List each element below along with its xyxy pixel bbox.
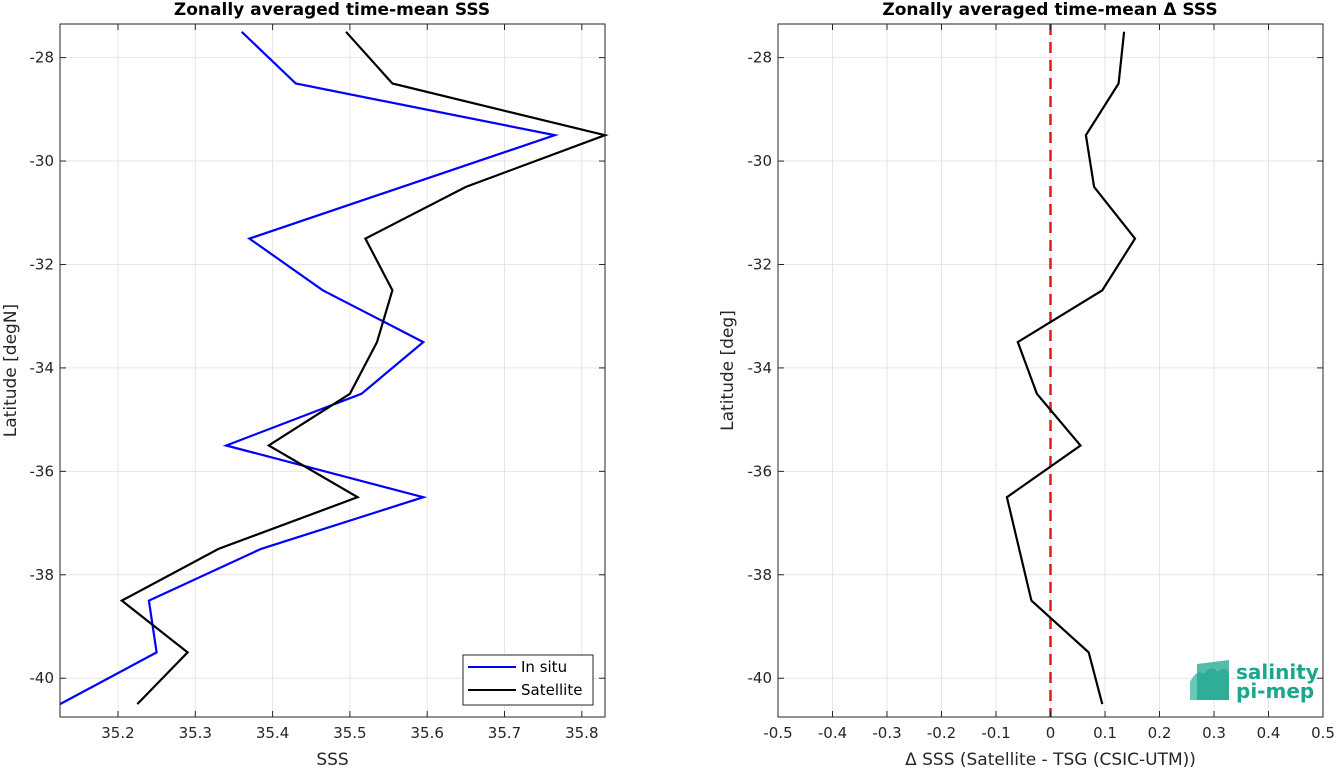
x-tick-label: 35.8 <box>565 724 598 742</box>
y-axis-label: Latitude [degN] <box>1 304 21 437</box>
x-tick-label: -0.1 <box>981 724 1010 742</box>
logo-cube-mark <box>1197 660 1229 700</box>
x-tick-label: 35.7 <box>488 724 521 742</box>
y-tick-label: -30 <box>748 152 773 170</box>
x-tick-label: 0 <box>1046 724 1056 742</box>
salinity-pi-mep-logo: salinity pi-mep <box>1190 660 1319 703</box>
x-tick-label: -0.3 <box>872 724 901 742</box>
x-tick-label: 35.5 <box>333 724 366 742</box>
legend: In situ Satellite <box>462 654 594 706</box>
series-line-satellite <box>119 31 609 705</box>
legend-box <box>462 654 594 706</box>
x-tick-label: -0.2 <box>927 724 956 742</box>
x-tick-label: 0.1 <box>1093 724 1117 742</box>
y-tick-label: -28 <box>30 49 55 67</box>
y-tick-label: -40 <box>30 669 55 687</box>
chart-title: Zonally averaged time-mean SSS <box>174 0 490 20</box>
y-tick-label: -34 <box>748 359 773 377</box>
y-axis-label: Latitude [deg] <box>718 310 738 431</box>
logo-text-salinity: salinity <box>1236 660 1319 684</box>
y-tick-label: -38 <box>30 566 55 584</box>
legend-label-satellite: Satellite <box>521 681 582 699</box>
sss-panel: 35.2 35.3 35.4 35.5 35.6 35.7 35.8 -28 -30 -32 -34… <box>1 0 609 769</box>
x-tick-label: 35.4 <box>256 724 289 742</box>
y-tick-label: -40 <box>748 669 773 687</box>
x-axis-label: Δ SSS (Satellite - TSG (CSIC-UTM)) <box>905 750 1196 769</box>
x-tick-label: -0.4 <box>818 724 847 742</box>
y-tick-label: -32 <box>748 255 773 273</box>
series-line-0 <box>1005 31 1137 705</box>
x-tick-label: -0.5 <box>763 724 792 742</box>
series-line-in-situ <box>59 31 560 706</box>
x-axis-label: SSS <box>316 750 348 769</box>
legend-label-in-situ: In situ <box>521 658 567 676</box>
delta-sss-panel: -0.5 -0.4 -0.3 -0.2 -0.1 0 0.1 0.2 0.3 0.4 0.5 -28 -… <box>718 0 1335 769</box>
y-tick-label: -28 <box>748 49 773 67</box>
y-tick-label: -36 <box>30 462 55 480</box>
x-tick-label: 35.2 <box>101 724 134 742</box>
y-tick-label: -30 <box>30 152 55 170</box>
y-tick-label: -38 <box>748 566 773 584</box>
x-tick-label: 0.5 <box>1311 724 1335 742</box>
chart-title: Zonally averaged time-mean Δ SSS <box>882 0 1217 20</box>
logo-text-pi-mep: pi-mep <box>1236 679 1314 703</box>
x-tick-label: 0.3 <box>1202 724 1226 742</box>
y-tick-label: -34 <box>30 359 55 377</box>
y-tick-label: -36 <box>748 462 773 480</box>
x-tick-label: 0.2 <box>1148 724 1172 742</box>
x-tick-label: 0.4 <box>1257 724 1281 742</box>
x-tick-label: 35.6 <box>410 724 443 742</box>
y-tick-label: -32 <box>30 255 55 273</box>
axes-box <box>59 23 606 718</box>
x-tick-label: 35.3 <box>179 724 212 742</box>
